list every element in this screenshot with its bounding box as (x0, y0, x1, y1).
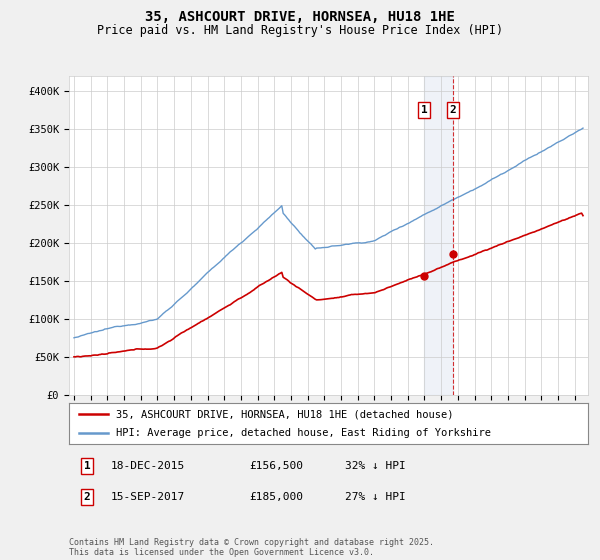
Text: £185,000: £185,000 (249, 492, 303, 502)
Text: 35, ASHCOURT DRIVE, HORNSEA, HU18 1HE (detached house): 35, ASHCOURT DRIVE, HORNSEA, HU18 1HE (d… (116, 409, 453, 419)
Text: HPI: Average price, detached house, East Riding of Yorkshire: HPI: Average price, detached house, East… (116, 428, 491, 438)
Text: 15-SEP-2017: 15-SEP-2017 (111, 492, 185, 502)
Text: £156,500: £156,500 (249, 461, 303, 471)
Bar (424, 76, 453, 395)
Text: 1: 1 (421, 105, 427, 115)
Text: Price paid vs. HM Land Registry's House Price Index (HPI): Price paid vs. HM Land Registry's House … (97, 24, 503, 36)
Text: 35, ASHCOURT DRIVE, HORNSEA, HU18 1HE: 35, ASHCOURT DRIVE, HORNSEA, HU18 1HE (145, 10, 455, 24)
Text: 2: 2 (83, 492, 91, 502)
Text: 32% ↓ HPI: 32% ↓ HPI (345, 461, 406, 471)
Text: 18-DEC-2015: 18-DEC-2015 (111, 461, 185, 471)
Text: Contains HM Land Registry data © Crown copyright and database right 2025.
This d: Contains HM Land Registry data © Crown c… (69, 538, 434, 557)
Text: 1: 1 (83, 461, 91, 471)
Text: 27% ↓ HPI: 27% ↓ HPI (345, 492, 406, 502)
Text: 2: 2 (449, 105, 457, 115)
